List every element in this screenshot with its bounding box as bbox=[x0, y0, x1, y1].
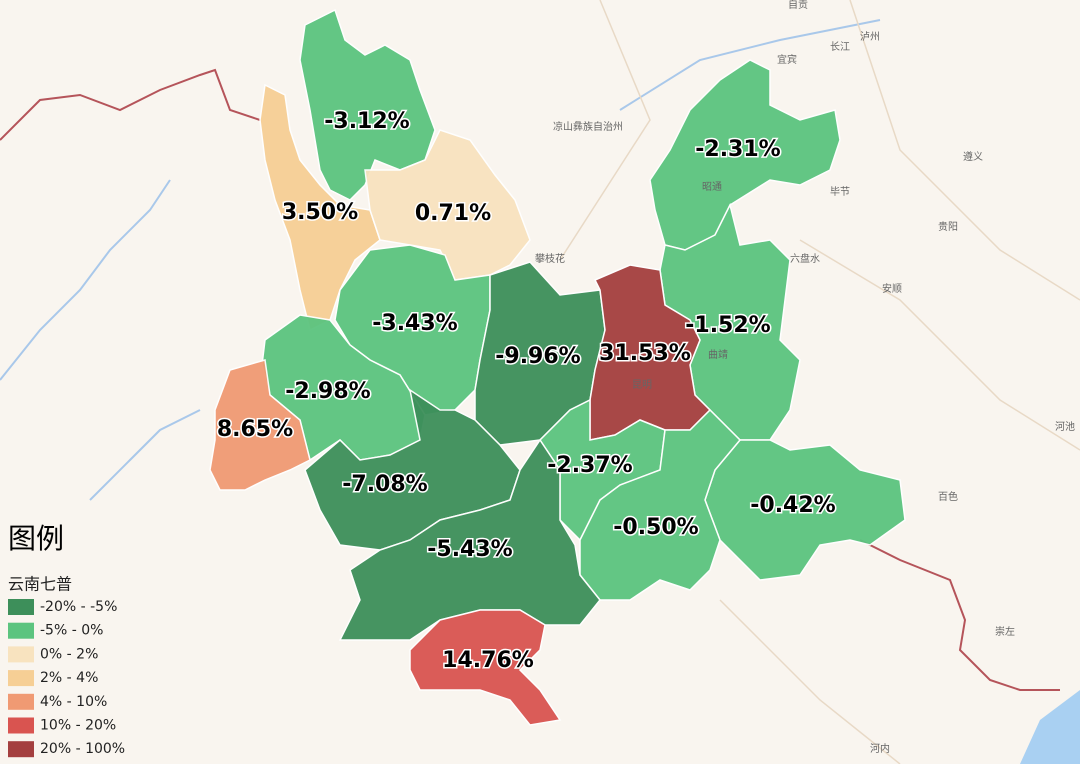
border bbox=[859, 539, 1060, 691]
basemap-label: 河池 bbox=[1055, 420, 1075, 433]
river bbox=[89, 409, 201, 501]
legend-label: 10% - 20% bbox=[40, 718, 116, 734]
legend-title: 图例 bbox=[8, 522, 64, 555]
region bbox=[259, 83, 381, 332]
basemap-label: 遵义 bbox=[963, 150, 983, 163]
value-label: 14.76% bbox=[442, 648, 534, 673]
value-label: -2.98% bbox=[285, 379, 370, 404]
value-label: -3.12% bbox=[324, 109, 409, 134]
road bbox=[559, 0, 1080, 764]
basemap-label: 崇左 bbox=[995, 625, 1015, 638]
legend: 图例 云南七普 -20% - -5% -5% - 0% 0% - 2% 2% - 4%… bbox=[8, 522, 125, 758]
region bbox=[409, 609, 562, 726]
basemap-label: 昆明 bbox=[632, 379, 652, 391]
legend-subtitle: 云南七普 bbox=[8, 575, 72, 594]
basemap-label: 泸州 bbox=[860, 31, 880, 43]
legend-label: 4% - 10% bbox=[40, 694, 107, 710]
region bbox=[209, 359, 311, 491]
border bbox=[0, 68, 261, 141]
basemap-label: 宜宾 bbox=[777, 53, 797, 66]
river bbox=[0, 179, 171, 381]
legend-label: 20% - 100% bbox=[40, 741, 125, 757]
legend-swatch bbox=[8, 646, 34, 663]
sea bbox=[1020, 690, 1080, 764]
value-label: -0.42% bbox=[750, 493, 835, 518]
legend-label: 0% - 2% bbox=[40, 646, 98, 662]
basemap-label: 长江 bbox=[830, 41, 850, 53]
basemap-label: 凉山彝族自治州 bbox=[553, 120, 623, 133]
regions bbox=[209, 8, 906, 726]
basemap-label: 毕节 bbox=[830, 185, 850, 198]
value-label: -9.96% bbox=[495, 344, 580, 369]
value-label: -1.52% bbox=[685, 313, 770, 338]
legend-swatch bbox=[8, 599, 34, 615]
value-label: 8.65% bbox=[217, 417, 293, 442]
region bbox=[364, 129, 531, 281]
value-label: 0.71% bbox=[415, 201, 491, 226]
legend-swatch bbox=[8, 717, 34, 734]
value-label: -3.43% bbox=[372, 311, 457, 336]
basemap-label: 百色 bbox=[938, 490, 958, 503]
legend-label: 2% - 4% bbox=[40, 670, 98, 686]
value-label: -2.31% bbox=[695, 137, 780, 162]
basemap-label: 贵阳 bbox=[938, 220, 958, 233]
basemap-label: 自贡 bbox=[788, 0, 808, 11]
value-label: 31.53% bbox=[599, 341, 691, 366]
legend-label: -20% - -5% bbox=[40, 599, 117, 615]
basemap-label: 六盘水 bbox=[790, 252, 820, 265]
basemap-label: 攀枝花 bbox=[535, 252, 565, 265]
value-label: -5.43% bbox=[427, 537, 512, 562]
basemap-label: 昭通 bbox=[702, 181, 722, 193]
legend-swatch bbox=[8, 741, 34, 758]
basemap-label: 河内 bbox=[870, 742, 890, 755]
value-label: -0.50% bbox=[613, 515, 698, 540]
value-labels: -3.12% 3.50% 0.71% -2.31% -3.43% -1.52% -9.96%… bbox=[215, 108, 837, 675]
region bbox=[649, 59, 841, 251]
legend-swatch bbox=[8, 693, 34, 710]
legend-swatch bbox=[8, 670, 34, 687]
legend-label: -5% - 0% bbox=[40, 623, 103, 639]
region bbox=[579, 408, 742, 601]
value-label: 3.50% bbox=[282, 200, 358, 225]
river bbox=[619, 19, 881, 111]
value-label: -7.08% bbox=[342, 472, 427, 497]
basemap-label: 安顺 bbox=[882, 282, 902, 295]
basemap-label: 曲靖 bbox=[708, 348, 728, 361]
value-label: -2.37% bbox=[547, 453, 632, 478]
legend-swatch bbox=[8, 622, 34, 639]
